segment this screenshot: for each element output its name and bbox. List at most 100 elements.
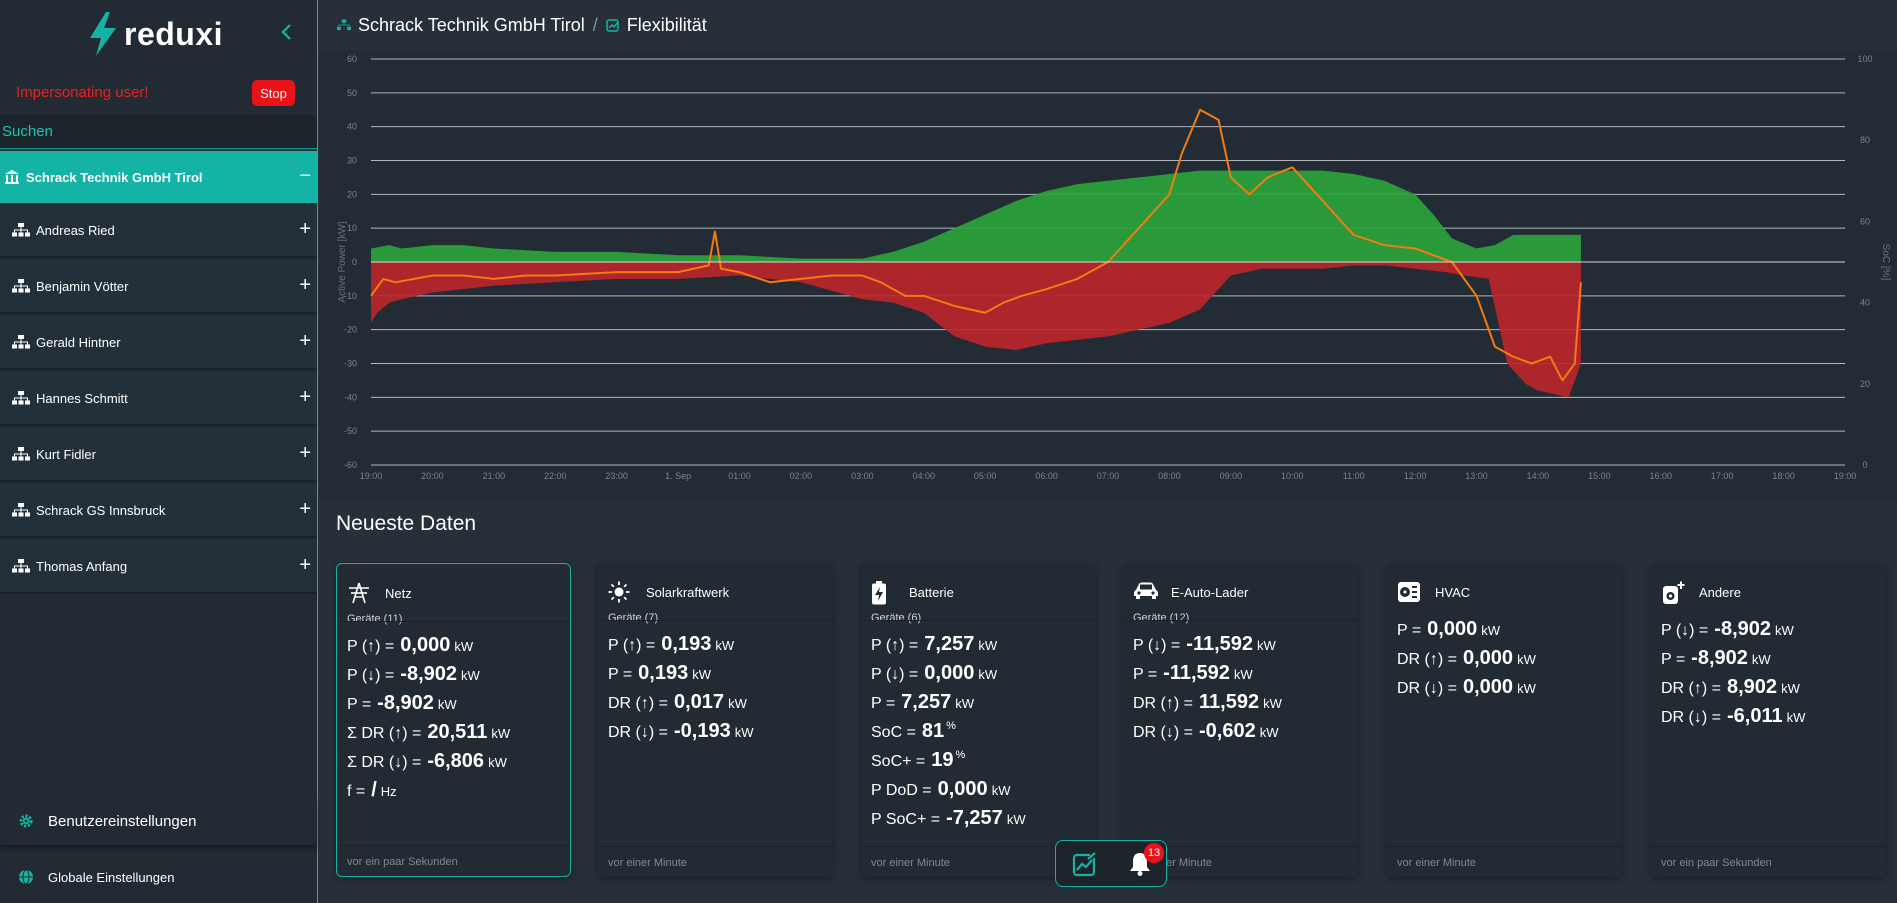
breadcrumb-org[interactable]: Schrack Technik GmbH Tirol (358, 14, 585, 35)
sidebar-item[interactable]: Schrack GS Innsbruck + (0, 484, 317, 538)
metric-row: P = -11,592 kW (1133, 662, 1348, 691)
user-settings-link[interactable]: Benutzereinstellungen (0, 797, 317, 845)
metric-label: DR (↑) = (1397, 651, 1457, 668)
sidebar-item[interactable]: Thomas Anfang + (0, 540, 317, 594)
metric-unit: kW (1786, 710, 1806, 725)
metric-label: DR (↓) = (608, 724, 668, 741)
metric-row: P (↓) = -8,902 kW (1661, 618, 1876, 647)
expand-button[interactable]: + (299, 554, 311, 576)
metric-row: P = -8,902 kW (347, 692, 560, 721)
last-update: vor einer Minute (1397, 857, 1476, 869)
device-card[interactable]: Netz Geräte (11) P (↑) = 0,000 kW P (↓) = -8,9… (336, 563, 571, 877)
metric-row: DR (↓) = 0,000 kW (1397, 676, 1612, 705)
metric-value: 11,592 (1199, 691, 1260, 713)
x-tick-label: 09:00 (1220, 471, 1243, 481)
metric-row: P = 0,000 kW (1397, 618, 1612, 647)
metric-value: 0,000 (1463, 676, 1514, 698)
chart-edit-button[interactable] (1072, 851, 1098, 877)
card-header: Andere (1661, 573, 1876, 625)
metric-unit: kW (1481, 623, 1501, 638)
stop-impersonation-button[interactable]: Stop (252, 80, 295, 106)
device-card[interactable]: HVAC P = 0,000 kW DR (↑) = 0,000 kW DR (↓) = 0,0… (1387, 563, 1622, 877)
power-pylon-icon (349, 582, 369, 604)
hvac-icon (1398, 582, 1420, 602)
y-tick-label: 20 (347, 189, 357, 199)
card-title: E-Auto-Lader (1171, 585, 1249, 600)
sidebar-item[interactable]: Hannes Schmitt + (0, 372, 317, 426)
sidebar: reduxi Impersonating user! Stop Schrack … (0, 0, 318, 903)
card-divider (598, 620, 833, 621)
card-header: HVAC (1397, 573, 1612, 625)
metric-label: DR (↓) = (1661, 709, 1721, 726)
metric-label: P (↑) = (871, 637, 919, 654)
metric-label: P (↓) = (1661, 622, 1709, 639)
metric-value: 19 (931, 749, 954, 771)
metric-unit: kW (1517, 652, 1536, 667)
search-input[interactable] (0, 115, 317, 148)
metric-row: P (↑) = 0,000 kW (347, 634, 560, 663)
sidebar-item-label: Schrack GS Innsbruck (36, 502, 166, 518)
expand-button[interactable]: + (299, 330, 311, 352)
collapse-org-button[interactable]: − (299, 165, 311, 187)
x-tick-label: 15:00 (1588, 471, 1611, 481)
card-title: HVAC (1435, 585, 1471, 600)
expand-button[interactable]: + (299, 218, 311, 240)
metric-label: P DoD = (871, 782, 932, 799)
expand-button[interactable]: + (299, 274, 311, 296)
x-tick-label: 12:00 (1404, 471, 1427, 481)
expand-button[interactable]: + (299, 386, 311, 408)
metric-unit: kW (734, 725, 754, 740)
x-tick-label: 18:00 (1772, 471, 1795, 481)
metric-label: SoC+ = (871, 753, 926, 770)
metric-row: P DoD = 0,000 kW (871, 778, 1086, 807)
sidebar-org-active[interactable]: Schrack Technik GmbH Tirol − (0, 151, 317, 203)
notification-badge: 13 (1144, 843, 1164, 863)
y2-axis-title: SoC [%] (1880, 244, 1891, 281)
device-card[interactable]: E-Auto-Lader Geräte (12) P (↓) = -11,592 kW P… (1123, 563, 1358, 877)
x-tick-label: 02:00 (790, 471, 813, 481)
card-divider (861, 620, 1096, 621)
device-card[interactable]: Andere P (↓) = -8,902 kW P = -8,902 kW DR (↑) =… (1651, 563, 1886, 877)
card-divider (1651, 846, 1886, 847)
sidebar-item[interactable]: Gerald Hintner + (0, 316, 317, 370)
device-card[interactable]: Batterie Geräte (6) P (↑) = 7,257 kW P (↓) = 0… (861, 563, 1096, 877)
metric-value: -11,592 (1186, 633, 1254, 655)
metric-label: P = (1661, 651, 1686, 668)
device-card[interactable]: Solarkraftwerk Geräte (7) P (↑) = 0,193 kW P … (598, 563, 833, 877)
sidebar-item[interactable]: Benjamin Vötter + (0, 260, 317, 314)
y-tick-label: 40 (347, 122, 357, 132)
metric-label: DR (↑) = (1661, 680, 1721, 697)
card-title: Andere (1699, 585, 1741, 600)
x-tick-label: 11:00 (1343, 471, 1365, 481)
y-tick-label: 0 (352, 257, 357, 267)
impersonating-notice: Impersonating user! (16, 84, 149, 101)
x-tick-label: 01:00 (728, 471, 751, 481)
metric-value: 0,193 (661, 633, 712, 655)
logo[interactable]: reduxi (86, 12, 223, 56)
metric-value: 81 (921, 720, 945, 742)
metric-unit: kW (991, 783, 1011, 798)
sidebar-item[interactable]: Kurt Fidler + (0, 428, 317, 482)
expand-button[interactable]: + (299, 442, 311, 464)
metric-label: P (↓) = (871, 666, 919, 683)
metric-unit: kW (461, 668, 480, 683)
y-tick-label: 50 (347, 88, 357, 98)
global-settings-link[interactable]: Globale Einstellungen (0, 853, 317, 901)
expand-button[interactable]: + (299, 498, 311, 520)
sitemap-icon (12, 503, 30, 517)
sitemap-icon (12, 279, 30, 293)
device-count: Geräte (11) (347, 613, 403, 625)
x-tick-label: 08:00 (1158, 471, 1181, 481)
x-tick-label: 13:00 (1465, 471, 1488, 481)
breadcrumb: Schrack Technik GmbH Tirol / Flexibilitä… (319, 0, 1897, 50)
sidebar-item[interactable]: Andreas Ried + (0, 204, 317, 258)
card-header: Solarkraftwerk Geräte (7) (608, 573, 823, 625)
last-update: vor einer Minute (608, 857, 687, 869)
metric-row: P (↓) = 0,000 kW (871, 662, 1086, 691)
y2-tick-label: 20 (1860, 379, 1870, 389)
sidebar-item-label: Thomas Anfang (36, 558, 128, 574)
collapse-sidebar-icon[interactable] (280, 22, 294, 42)
x-tick-label: 23:00 (605, 471, 628, 481)
y2-tick-label: 40 (1860, 298, 1870, 308)
building-icon (5, 170, 19, 184)
